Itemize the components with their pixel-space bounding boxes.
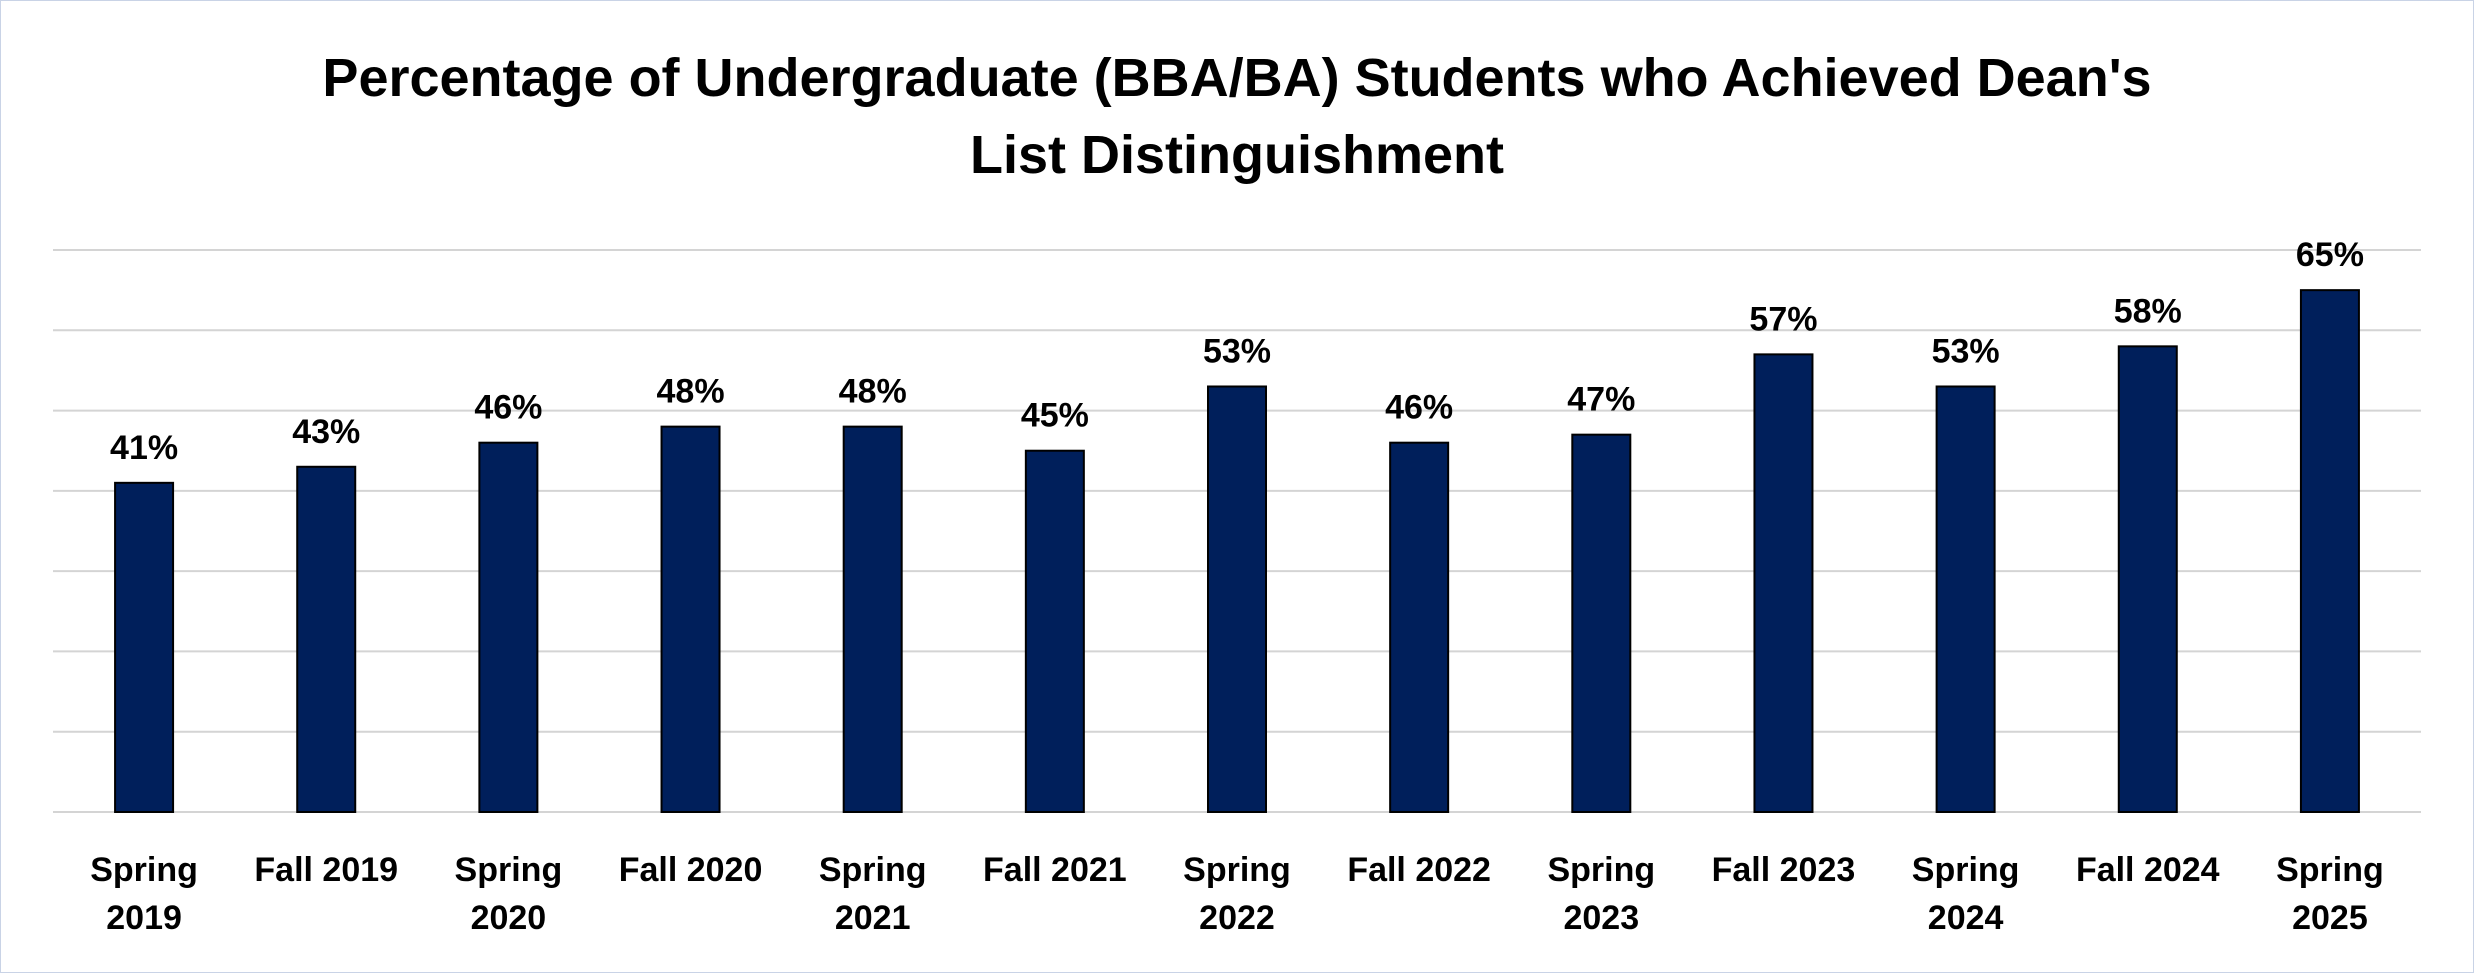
bar-5 (1024, 449, 1085, 813)
x-tick-label-0: Spring 2019 (90, 851, 198, 937)
bar-1 (296, 465, 357, 813)
x-tick-label-line: 2022 (1199, 899, 1275, 937)
x-axis-tick-labels: Spring 2019 Fall 2019 Spring 2020 Fall 2020 Sp… (90, 851, 2384, 937)
x-tick-label-line: Spring (90, 851, 198, 889)
bar-9 (1753, 353, 1814, 813)
x-tick-label-9: Fall 2023 (1712, 851, 1856, 889)
x-tick-label-line: 2021 (835, 899, 911, 937)
data-label-11: 58% (2114, 292, 2182, 330)
data-label-1: 43% (292, 413, 360, 451)
x-tick-label-line: 2023 (1563, 899, 1639, 937)
x-tick-label-line: Spring (455, 851, 563, 889)
x-tick-label-12: Spring 2025 (2276, 851, 2384, 937)
data-labels: 41% 43% 46% 48% 48% 45% 53% 46% 47% 57% 53% 58% 65% (110, 236, 2364, 467)
x-tick-label-line: 2024 (1928, 899, 2004, 937)
x-tick-label-line: Fall 2021 (983, 851, 1127, 889)
x-tick-label-3: Fall 2020 (619, 851, 763, 889)
x-tick-label-line: Spring (1183, 851, 1291, 889)
x-tick-label-line: Fall 2020 (619, 851, 763, 889)
bar-8 (1571, 433, 1632, 813)
bar-4 (842, 425, 903, 813)
data-label-6: 53% (1203, 332, 1271, 370)
data-label-10: 53% (1932, 332, 2000, 370)
x-tick-label-10: Spring 2024 (1912, 851, 2020, 937)
chart-title-line-2: List Distinguishment (970, 125, 1504, 185)
x-tick-label-line: Spring (1912, 851, 2020, 889)
chart-title: Percentage of Undergraduate (BBA/BA) Stu… (322, 48, 2151, 185)
x-tick-label-1: Fall 2019 (254, 851, 398, 889)
bars (114, 289, 2360, 813)
x-tick-label-6: Spring 2022 (1183, 851, 1291, 937)
data-label-9: 57% (1749, 300, 1817, 338)
data-label-8: 47% (1567, 381, 1635, 419)
x-tick-label-line: Spring (819, 851, 927, 889)
bar-7 (1389, 441, 1450, 813)
data-label-2: 46% (474, 389, 542, 427)
x-tick-label-11: Fall 2024 (2076, 851, 2220, 889)
x-tick-label-line: 2020 (471, 899, 547, 937)
x-tick-label-line: Spring (1547, 851, 1655, 889)
x-tick-label-5: Fall 2021 (983, 851, 1127, 889)
bar-6 (1207, 385, 1267, 813)
x-tick-label-4: Spring 2021 (819, 851, 927, 937)
bar-0 (114, 481, 175, 813)
x-tick-label-line: Fall 2023 (1712, 851, 1856, 889)
data-label-3: 48% (657, 373, 725, 411)
bar-2 (478, 441, 539, 813)
bar-11 (2117, 345, 2178, 813)
x-tick-label-line: Spring (2276, 851, 2384, 889)
x-tick-label-8: Spring 2023 (1547, 851, 1655, 937)
data-label-5: 45% (1021, 397, 1089, 435)
x-tick-label-7: Fall 2022 (1347, 851, 1491, 889)
bar-12 (2299, 289, 2360, 813)
x-tick-label-line: Fall 2022 (1347, 851, 1491, 889)
data-label-12: 65% (2296, 236, 2364, 274)
x-tick-label-line: 2025 (2292, 899, 2368, 937)
x-tick-label-line: Fall 2024 (2076, 851, 2220, 889)
data-label-0: 41% (110, 429, 178, 467)
x-tick-label-line: Fall 2019 (254, 851, 398, 889)
chart-title-line-1: Percentage of Undergraduate (BBA/BA) Stu… (322, 48, 2151, 108)
x-tick-label-line: 2019 (106, 899, 182, 937)
bar-3 (660, 425, 721, 813)
data-label-4: 48% (839, 373, 907, 411)
x-tick-label-2: Spring 2020 (455, 851, 563, 937)
data-label-7: 46% (1385, 389, 1453, 427)
bar-10 (1935, 385, 1996, 813)
